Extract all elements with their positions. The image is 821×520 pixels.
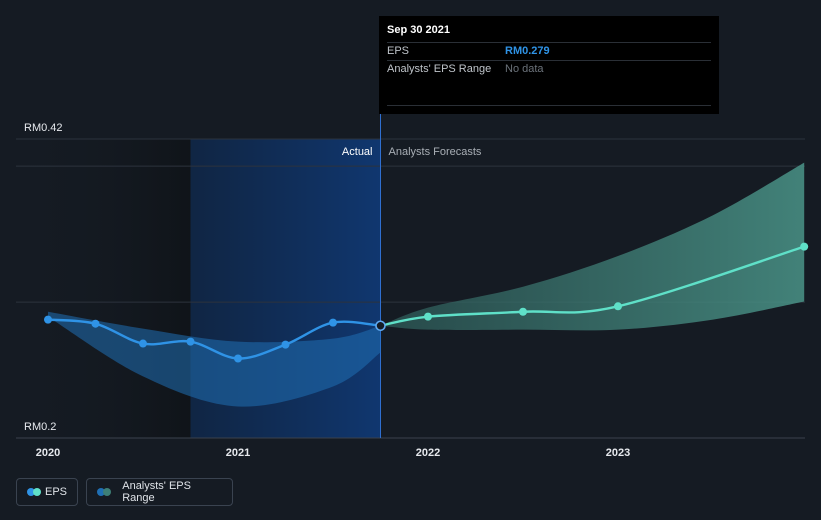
eps-range-legend-icon — [97, 488, 114, 496]
actual-point-0[interactable] — [44, 315, 52, 324]
legend-eps-range[interactable]: Analysts' EPS Range — [86, 478, 233, 506]
range-forecast-area — [380, 162, 805, 331]
actual-point-6[interactable] — [329, 318, 337, 327]
legend-eps[interactable]: EPS — [16, 478, 78, 506]
range-actual-area — [48, 311, 381, 407]
forecast-point-1[interactable] — [424, 312, 432, 321]
series-line-actual — [47, 318, 381, 360]
legend: EPS Analysts' EPS Range — [16, 478, 241, 506]
series-line-forecast — [380, 245, 805, 327]
forecast-label: Analysts Forecasts — [389, 146, 482, 158]
actual-point-5[interactable] — [281, 340, 290, 349]
eps-legend-icon — [27, 488, 41, 496]
tooltip-eps-value: RM0.279 — [505, 45, 550, 57]
tooltip-range-label: Analysts' EPS Range — [387, 63, 492, 75]
actual-point-2[interactable] — [139, 339, 147, 348]
selected-point[interactable] — [375, 320, 386, 332]
actual-point-1[interactable] — [91, 319, 100, 328]
x-tick-label-2: 2022 — [416, 447, 440, 459]
tooltip-range-value: No data — [505, 63, 544, 75]
actual-point-4[interactable] — [234, 354, 242, 363]
tooltip-eps-row: EPS RM0.279 — [387, 42, 711, 60]
y-axis-label-1: RM0.2 — [24, 421, 56, 433]
legend-range-label: Analysts' EPS Range — [122, 480, 191, 504]
tooltip-range-row: Analysts' EPS Range No data — [387, 60, 711, 78]
actual-point-3[interactable] — [186, 337, 195, 346]
tooltip-eps-label: EPS — [387, 45, 410, 57]
tooltip-date: Sep 30 2021 — [387, 24, 450, 36]
actual-label: Actual — [342, 146, 373, 158]
x-tick-label-3: 2023 — [606, 447, 630, 459]
past-shade — [16, 139, 191, 438]
x-tick-label-1: 2021 — [226, 447, 250, 459]
forecast-point-2[interactable] — [519, 307, 527, 316]
x-tick-label-0: 2020 — [36, 447, 60, 459]
forecast-point-4[interactable] — [800, 242, 809, 251]
tooltip: Sep 30 2021 EPS RM0.279 Analysts' EPS Ra… — [379, 16, 719, 114]
forecast-point-3[interactable] — [614, 302, 622, 311]
legend-eps-label: EPS — [44, 486, 67, 498]
y-axis-label-0: RM0.42 — [24, 122, 63, 134]
tooltip-divider — [387, 105, 711, 106]
